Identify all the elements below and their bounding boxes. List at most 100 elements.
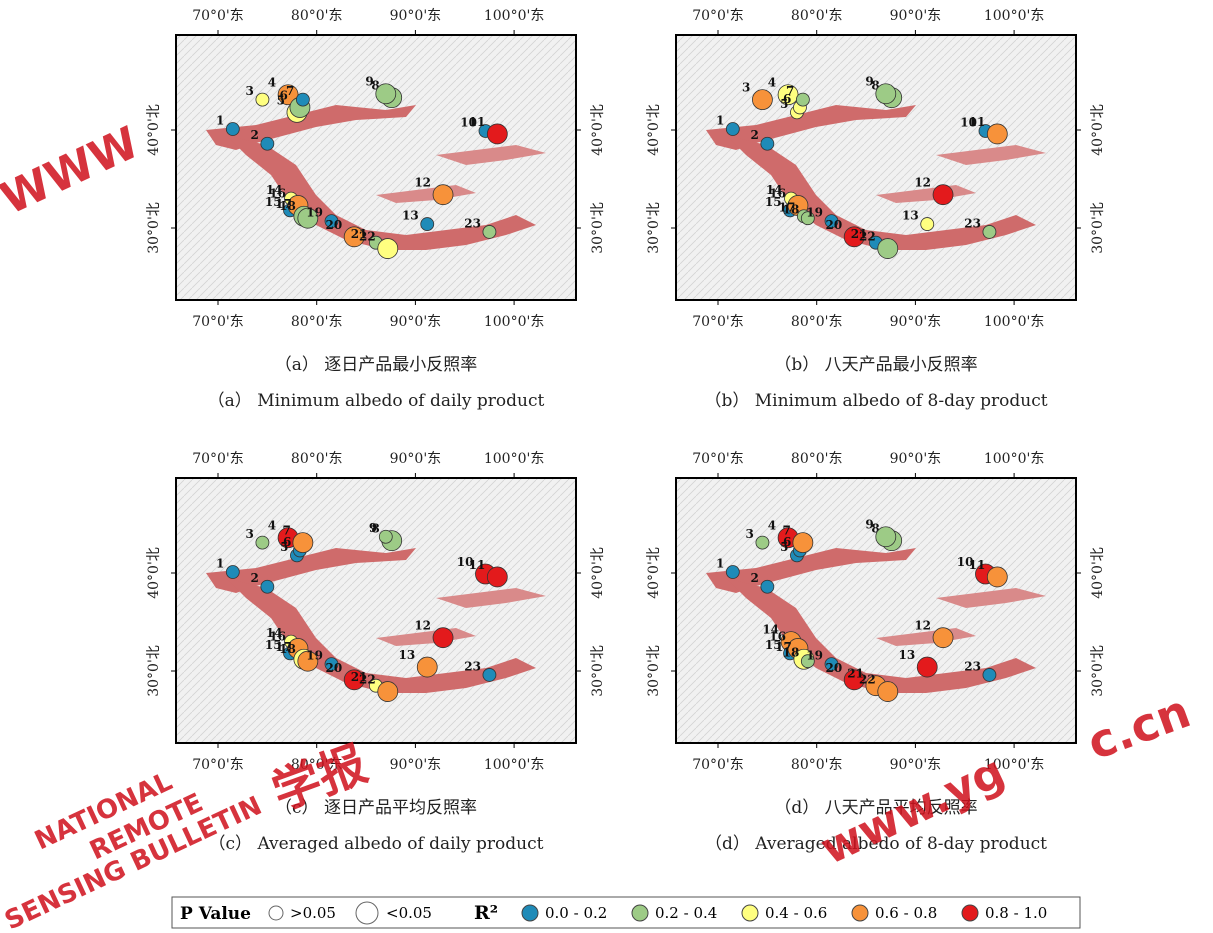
- station-marker: [761, 580, 774, 593]
- station-marker: [226, 123, 239, 136]
- legend-symbol: [742, 905, 758, 921]
- station-label: 20: [826, 218, 843, 232]
- lat-label: 30°0'北: [590, 202, 606, 254]
- station-label: 11: [469, 115, 486, 129]
- station-marker: [261, 580, 274, 593]
- station-label: 11: [469, 558, 486, 572]
- station-marker: [917, 657, 937, 677]
- lon-label: 90°0'东: [390, 451, 442, 467]
- station-marker: [796, 93, 809, 106]
- caption-cn: （b） 八天产品最小反照率: [774, 355, 977, 375]
- station-marker: [876, 527, 896, 547]
- station-marker: [487, 124, 507, 144]
- legend-symbol: [632, 905, 648, 921]
- legend-label: 0.2 - 0.4: [655, 904, 717, 922]
- lon-label: 90°0'东: [890, 314, 942, 330]
- map-panel: 70°0'东70°0'东80°0'东80°0'东90°0'东90°0'东100°…: [146, 8, 606, 411]
- station-label: 19: [806, 206, 823, 220]
- lat-label: 30°0'北: [646, 645, 662, 697]
- station-marker: [752, 90, 772, 110]
- lat-label: 40°0'北: [590, 547, 606, 599]
- lon-label: 100°0'东: [484, 314, 544, 330]
- legend-title: R²: [474, 902, 498, 924]
- lon-label: 70°0'东: [192, 757, 244, 773]
- station-marker: [878, 682, 898, 702]
- station-label: 2: [250, 571, 258, 585]
- caption-en: （b） Minimum albedo of 8-day product: [704, 391, 1047, 411]
- station-label: 11: [969, 558, 986, 572]
- station-marker: [921, 218, 934, 231]
- lon-label: 70°0'东: [192, 8, 244, 24]
- lat-label: 40°0'北: [1090, 104, 1106, 156]
- station-marker: [378, 239, 398, 259]
- lat-label: 40°0'北: [146, 104, 162, 156]
- map-background: [676, 478, 1076, 743]
- lon-label: 70°0'东: [692, 8, 744, 24]
- legend-symbol: [962, 905, 978, 921]
- station-label: 2: [750, 571, 758, 585]
- station-label: 22: [859, 230, 876, 244]
- station-marker: [933, 185, 953, 205]
- station-marker: [376, 84, 396, 104]
- caption-en: （c） Averaged albedo of daily product: [209, 834, 544, 854]
- map-panel: 70°0'东70°0'东80°0'东80°0'东90°0'东90°0'东100°…: [146, 451, 606, 854]
- station-label: 20: [826, 661, 843, 675]
- lat-label: 30°0'北: [646, 202, 662, 254]
- station-marker: [417, 657, 437, 677]
- station-label: 3: [746, 527, 754, 541]
- map-background: [176, 478, 576, 743]
- legend-label: >0.05: [290, 904, 336, 922]
- station-label: 20: [326, 218, 343, 232]
- lon-label: 70°0'东: [692, 757, 744, 773]
- station-label: 20: [326, 661, 343, 675]
- station-marker: [433, 628, 453, 648]
- lat-label: 30°0'北: [590, 645, 606, 697]
- station-label: 13: [402, 209, 419, 223]
- station-label: 16: [769, 186, 786, 200]
- lon-label: 80°0'东: [291, 314, 343, 330]
- lon-label: 90°0'东: [890, 757, 942, 773]
- legend-label: 0.4 - 0.6: [765, 904, 827, 922]
- station-marker: [261, 137, 274, 150]
- legend-symbol: [356, 902, 378, 924]
- lon-label: 70°0'东: [692, 451, 744, 467]
- station-label: 4: [268, 519, 276, 533]
- lon-label: 80°0'东: [791, 451, 843, 467]
- station-label: 2: [250, 128, 258, 142]
- station-label: 2: [750, 128, 758, 142]
- lon-label: 70°0'东: [192, 314, 244, 330]
- lon-label: 100°0'东: [984, 451, 1044, 467]
- station-marker: [756, 536, 769, 549]
- station-marker: [256, 536, 269, 549]
- station-label: 13: [399, 648, 416, 662]
- lon-label: 70°0'东: [192, 451, 244, 467]
- legend-title: P Value: [180, 904, 251, 924]
- station-label: 18: [783, 203, 800, 217]
- legend-label: 0.0 - 0.2: [545, 904, 607, 922]
- legend-symbol: [522, 905, 538, 921]
- station-label: 22: [359, 673, 376, 687]
- station-label: 23: [464, 659, 481, 673]
- map-panel: 70°0'东70°0'东80°0'东80°0'东90°0'东90°0'东100°…: [646, 451, 1106, 854]
- station-marker: [876, 84, 896, 104]
- figure: 70°0'东 70°0'东 80°0'东 80°0'东 90°0'东 90°0'东 100°…: [0, 0, 1213, 929]
- station-marker: [987, 567, 1007, 587]
- lon-label: 100°0'东: [484, 8, 544, 24]
- lon-label: 100°0'东: [984, 314, 1044, 330]
- map-panel: 70°0'东70°0'东80°0'东80°0'东90°0'东90°0'东100°…: [646, 8, 1106, 411]
- lat-label: 40°0'北: [646, 104, 662, 156]
- station-label: 12: [914, 176, 931, 190]
- station-marker: [793, 533, 813, 553]
- station-marker: [726, 123, 739, 136]
- lon-label: 80°0'东: [291, 8, 343, 24]
- station-marker: [878, 239, 898, 259]
- station-label: 22: [859, 673, 876, 687]
- station-marker: [483, 668, 496, 681]
- station-label: 19: [306, 649, 323, 663]
- station-label: 1: [716, 557, 724, 571]
- lon-label: 70°0'东: [692, 314, 744, 330]
- watermark: WWW: [0, 117, 147, 225]
- station-label: 7: [283, 524, 291, 538]
- station-label: 12: [414, 176, 431, 190]
- station-label: 1: [216, 114, 224, 128]
